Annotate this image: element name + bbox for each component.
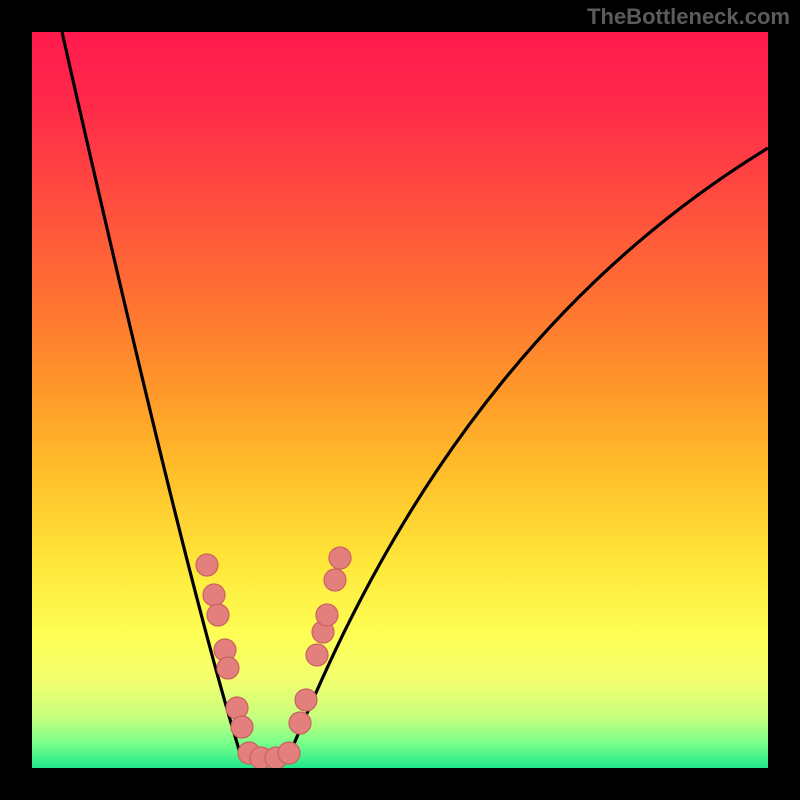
curve-marker: [203, 584, 225, 606]
curve-marker: [207, 604, 229, 626]
curve-marker: [226, 697, 248, 719]
watermark-text: TheBottleneck.com: [587, 4, 790, 30]
curve-marker: [324, 569, 346, 591]
curve-marker: [231, 716, 253, 738]
curve-marker: [289, 712, 311, 734]
bottleneck-chart: [0, 0, 800, 800]
curve-marker: [316, 604, 338, 626]
curve-marker: [196, 554, 218, 576]
curve-marker: [217, 657, 239, 679]
curve-marker: [295, 689, 317, 711]
chart-gradient-background: [32, 32, 768, 768]
curve-marker: [306, 644, 328, 666]
chart-container: TheBottleneck.com: [0, 0, 800, 800]
curve-marker: [329, 547, 351, 569]
curve-marker: [278, 742, 300, 764]
